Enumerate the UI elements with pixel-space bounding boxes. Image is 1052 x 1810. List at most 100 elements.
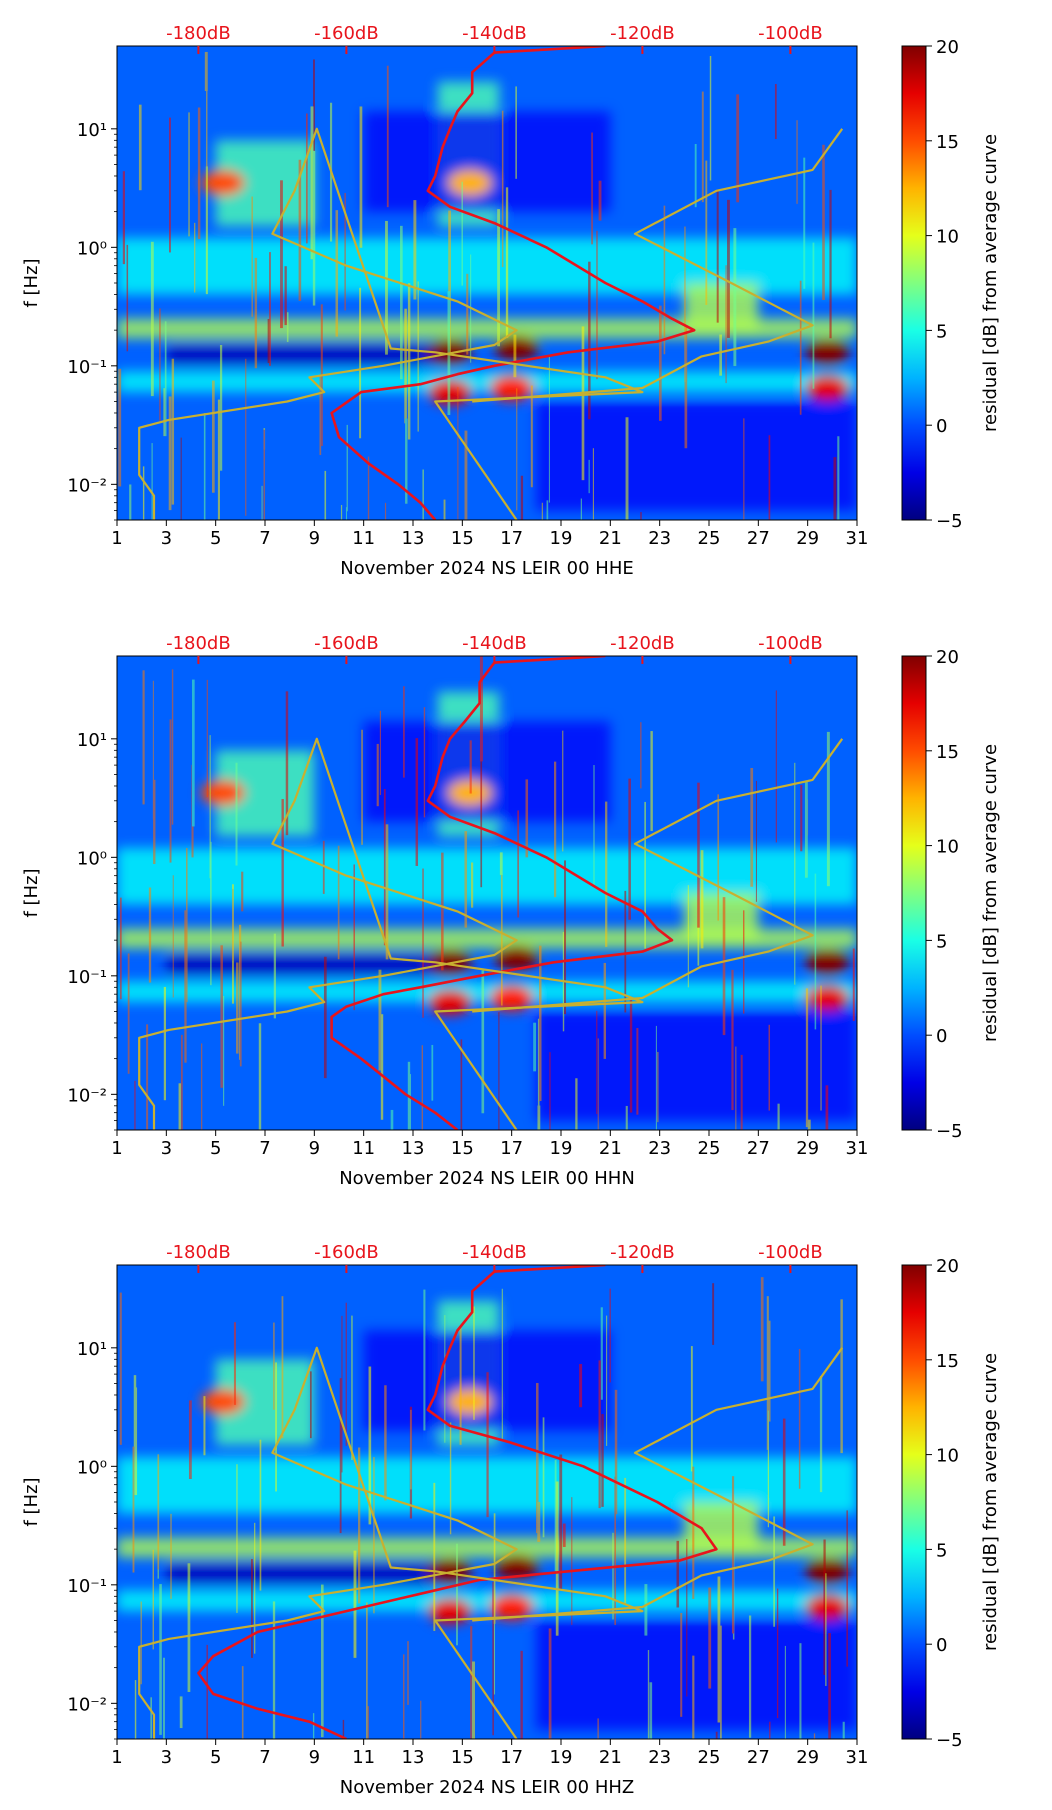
y-axis-label: f [Hz] — [21, 868, 42, 917]
x-tick-label: 19 — [550, 528, 573, 549]
x-tick-label: 25 — [698, 1747, 721, 1768]
x-tick-label: 5 — [210, 1138, 221, 1159]
power-curve — [197, 1265, 718, 1739]
colorbar-tick-label: 0 — [936, 1026, 947, 1047]
x-tick-label: 9 — [309, 1138, 320, 1159]
colorbar: 20 15 10 5 0 −5 residual [dB] from average cur… — [901, 1256, 1001, 1751]
x-axis-label: November 2024 NS LEIR 00 HHN — [339, 1168, 635, 1189]
top-db-label: -120dB — [610, 633, 675, 654]
top-db-label: -140dB — [462, 633, 527, 654]
y-tick-label: 10¹ — [77, 1339, 107, 1360]
x-tick-label: 19 — [550, 1138, 573, 1159]
y-axis-label: f [Hz] — [21, 1477, 42, 1526]
colorbar-tick-label: 10 — [936, 227, 959, 248]
top-db-label: -180dB — [166, 23, 231, 44]
x-tick-label: 23 — [648, 1138, 671, 1159]
y-tick-label: 10⁻² — [67, 1085, 107, 1106]
colorbar-tick-label: 15 — [936, 132, 959, 153]
x-tick-label: 11 — [352, 528, 375, 549]
colorbar-label: residual [dB] from average curve — [980, 1353, 1001, 1651]
x-tick-label: 25 — [698, 1138, 721, 1159]
top-db-label: -140dB — [462, 1242, 527, 1263]
x-tick-label: 11 — [352, 1747, 375, 1768]
colorbar-tick-label: 0 — [936, 416, 947, 437]
y-tick-label: 10⁻¹ — [67, 1576, 107, 1597]
top-db-label: -120dB — [610, 23, 675, 44]
y-axis-label: f [Hz] — [21, 258, 42, 307]
x-tick-label: 13 — [402, 1747, 425, 1768]
colorbar-tick-label: 20 — [936, 1256, 959, 1277]
colorbar-tick-label: 5 — [936, 1540, 947, 1561]
noise-model-curve — [138, 1346, 644, 1739]
x-tick-label: 27 — [747, 1138, 770, 1159]
noise-model-curve — [472, 738, 844, 1013]
colorbar-tick-label: 0 — [936, 1635, 947, 1656]
colorbar-label: residual [dB] from average curve — [980, 744, 1001, 1042]
x-tick-label: 21 — [599, 528, 622, 549]
x-tick-label: 1 — [111, 1138, 122, 1159]
spectrogram-heatmap — [117, 656, 857, 1130]
colorbar: 20 15 10 5 0 −5 residual [dB] from average cur… — [901, 647, 1001, 1142]
x-tick-label: 9 — [309, 528, 320, 549]
x-tick-label: 7 — [259, 528, 270, 549]
x-tick-label: 27 — [747, 528, 770, 549]
y-tick-label: 10⁻¹ — [67, 967, 107, 988]
x-axis-label: November 2024 NS LEIR 00 HHE — [340, 558, 634, 579]
x-tick-label: 29 — [796, 528, 819, 549]
x-tick-label: 3 — [161, 1747, 172, 1768]
power-curve — [330, 46, 696, 520]
x-tick-label: 15 — [451, 528, 474, 549]
x-tick-label: 15 — [451, 1747, 474, 1768]
colorbar-tick-label: 20 — [936, 37, 959, 58]
colorbar-tick-label: 5 — [936, 321, 947, 342]
colorbar-tick-label: 20 — [936, 647, 959, 668]
y-tick-label: 10⁻² — [67, 475, 107, 496]
x-tick-label: 13 — [402, 528, 425, 549]
spectrogram-heatmap — [117, 1265, 857, 1739]
x-tick-label: 5 — [210, 1747, 221, 1768]
y-tick-label: 10¹ — [77, 120, 107, 141]
x-tick-label: 25 — [698, 528, 721, 549]
colorbar: 20 15 10 5 0 −5 residual [dB] from average cur… — [901, 37, 1001, 532]
x-tick-label: 29 — [796, 1138, 819, 1159]
top-db-label: -180dB — [166, 1242, 231, 1263]
x-tick-label: 29 — [796, 1747, 819, 1768]
x-tick-label: 5 — [210, 528, 221, 549]
x-tick-label: 21 — [599, 1747, 622, 1768]
x-tick-label: 9 — [309, 1747, 320, 1768]
x-tick-label: 31 — [846, 1138, 869, 1159]
x-tick-label: 11 — [352, 1138, 375, 1159]
top-db-label: -100dB — [758, 633, 823, 654]
colorbar-tick-label: 10 — [936, 1446, 959, 1467]
x-tick-label: 7 — [259, 1138, 270, 1159]
colorbar-tick-label: −5 — [936, 511, 963, 532]
spectrogram-heatmap — [117, 46, 857, 520]
x-tick-label: 19 — [550, 1747, 573, 1768]
x-tick-label: 21 — [599, 1138, 622, 1159]
y-tick-label: 10⁻¹ — [67, 357, 107, 378]
x-tick-label: 3 — [161, 1138, 172, 1159]
colorbar-label: residual [dB] from average curve — [980, 134, 1001, 432]
top-db-label: -120dB — [610, 1242, 675, 1263]
colorbar-tick-label: −5 — [936, 1730, 963, 1751]
colorbar-tick-label: −5 — [936, 1121, 963, 1142]
x-tick-label: 3 — [161, 528, 172, 549]
x-tick-label: 17 — [500, 528, 523, 549]
x-tick-label: 15 — [451, 1138, 474, 1159]
x-tick-label: 1 — [111, 1747, 122, 1768]
x-tick-label: 17 — [500, 1747, 523, 1768]
power-curve — [330, 656, 674, 1130]
colorbar-tick-label: 5 — [936, 931, 947, 952]
x-tick-label: 1 — [111, 528, 122, 549]
top-db-label: -180dB — [166, 633, 231, 654]
x-tick-label: 23 — [648, 1747, 671, 1768]
x-tick-label: 7 — [259, 1747, 270, 1768]
x-tick-label: 17 — [500, 1138, 523, 1159]
x-tick-label: 13 — [402, 1138, 425, 1159]
colorbar-tick-label: 15 — [936, 742, 959, 763]
x-tick-label: 23 — [648, 528, 671, 549]
